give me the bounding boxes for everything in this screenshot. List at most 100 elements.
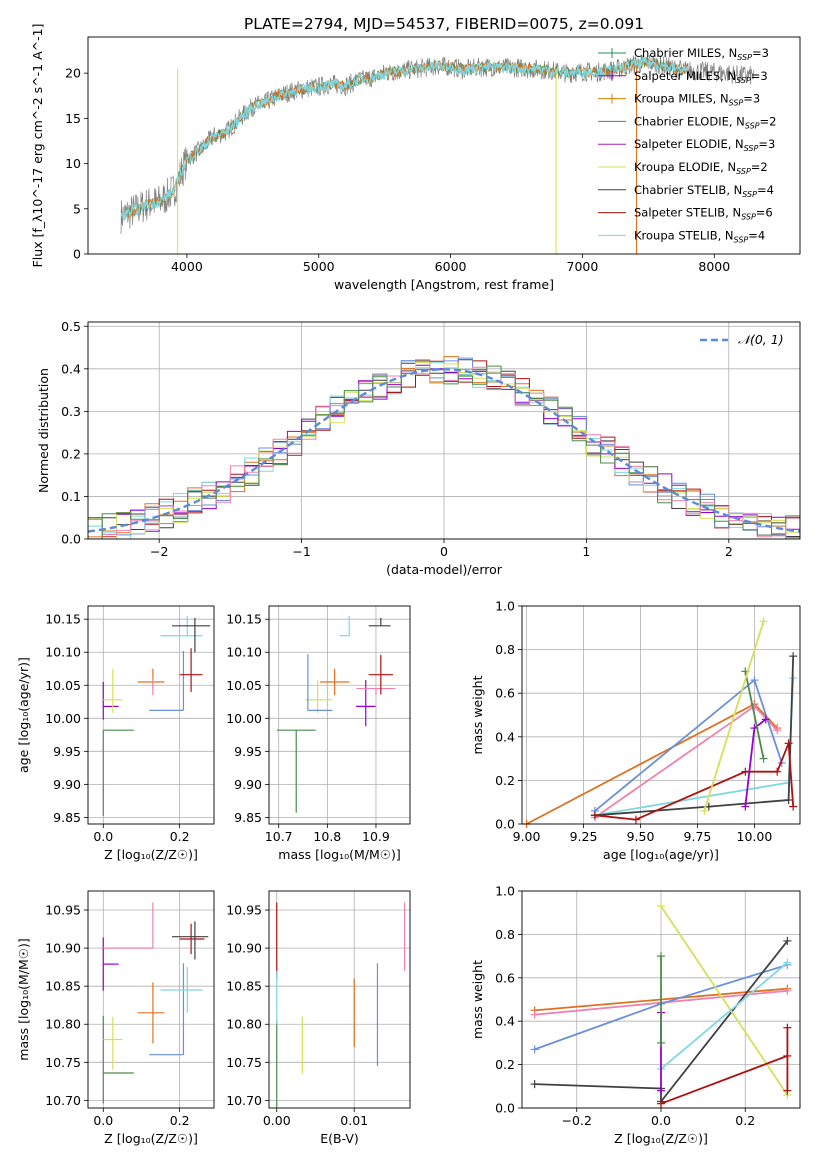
y-tick-label: 10.05	[226, 678, 262, 693]
y-tick-label: 10.15	[226, 612, 262, 627]
legend-label: Chabrier STELIB, NSSP=4	[634, 183, 774, 199]
y-tick-label: 10.70	[45, 1093, 81, 1108]
y-tick-label: 10.70	[226, 1093, 262, 1108]
y-tick-label: 10.85	[45, 979, 81, 994]
x-axis-label: E(B-V)	[320, 1131, 359, 1146]
y-tick-label: 10.75	[226, 1055, 262, 1070]
x-tick-label: 0.2	[170, 829, 190, 844]
y-axis-label: mass weight	[470, 675, 485, 754]
x-tick-label: 0.0	[93, 829, 113, 844]
y-tick-label: 10.90	[45, 941, 81, 956]
legend-label: 𝒩(0, 1)	[738, 332, 784, 347]
y-tick-label: 1.0	[495, 884, 515, 899]
x-tick-label: 10.00	[737, 829, 773, 844]
legend-label: Salpeter ELODIE, NSSP=3	[634, 137, 775, 153]
normal-curve	[88, 368, 800, 533]
legend-label: Kroupa ELODIE, NSSP=2	[634, 160, 768, 176]
residuals-panel: −2 −1 0 1 2 0.0 0.1 0.2 0.3 0.4 0.5 (data-model)/er…	[36, 319, 801, 577]
age_vs_mass-panel: 10.7 10.8 10.9 9.85 9.90 9.95 10.00 10.05 10.10 1…	[226, 605, 411, 862]
y-tick-label: 9.90	[234, 777, 262, 792]
spectrum-model-line	[120, 56, 688, 219]
x-tick-label: 5000	[303, 259, 335, 274]
y-tick-label: 0.4	[495, 1014, 515, 1029]
spectrum-legend: Chabrier MILES, NSSP=3 Salpeter MILES, NS…	[598, 46, 776, 244]
mass_vs_ebv-panel: 0.00 0.01 10.70 10.75 10.80 10.85 10.90 10.95 E(…	[226, 890, 411, 1146]
y-tick-label: 10.75	[45, 1055, 81, 1070]
y-tick-label: 20	[65, 66, 81, 81]
x-axis-label: wavelength [Angstrom, rest frame]	[334, 277, 554, 292]
x-axis-label: mass [log₁₀(M/M☉)]	[278, 847, 400, 862]
spectrum-model-line	[120, 56, 688, 219]
weight_vs_z-lines	[530, 902, 792, 1108]
x-tick-label: 0	[440, 544, 448, 559]
x-tick-label: 0.01	[340, 1113, 368, 1128]
y-tick-label: 9.85	[53, 810, 81, 825]
y-tick-label: 0.4	[495, 729, 515, 744]
weight-series-line	[703, 621, 765, 812]
y-tick-label: 15	[65, 111, 81, 126]
x-tick-label: 9.50	[627, 829, 655, 844]
axes-frame	[268, 890, 411, 1109]
y-tick-label: 1.0	[495, 599, 515, 614]
y-tick-label: 10.05	[45, 678, 81, 693]
y-tick-label: 10.00	[45, 711, 81, 726]
x-tick-label: 0.00	[263, 1113, 291, 1128]
x-axis-label: Z [log₁₀(Z/Z☉)]	[614, 1131, 708, 1146]
x-tick-label: −0.2	[562, 1113, 592, 1128]
x-tick-label: 10.8	[313, 829, 341, 844]
weight-series-line	[534, 940, 789, 1105]
weight-series-line	[744, 718, 767, 807]
axes-frame	[87, 321, 801, 540]
x-tick-label: 9.75	[684, 829, 712, 844]
mass_vs_ebv-points	[276, 902, 406, 1108]
axes-frame	[521, 605, 801, 825]
y-tick-label: 0.0	[495, 1101, 515, 1116]
y-tick-label: 0.4	[61, 361, 81, 376]
x-tick-label: 2	[725, 544, 733, 559]
spectrum-model-line	[120, 57, 688, 220]
age_vs_mass-points	[276, 615, 396, 813]
y-axis-label: age [log₁₀(age/yr)]	[16, 657, 31, 773]
y-tick-label: 0	[73, 247, 81, 262]
y-axis-label: Flux [f_λ10^-17 erg cm^-2 s^-1 A^-1]	[30, 24, 45, 268]
x-axis-label: (data-model)/error	[386, 562, 503, 577]
y-axis-label: mass [log₁₀(M/M☉)]	[16, 938, 31, 1060]
x-axis-label: Z [log₁₀(Z/Z☉)]	[104, 847, 198, 862]
y-tick-label: 10.85	[226, 979, 262, 994]
weight-series-line	[744, 671, 765, 759]
residuals-steps	[88, 356, 800, 539]
y-tick-label: 9.95	[53, 744, 81, 759]
x-axis-label: age [log₁₀(age/yr)]	[603, 847, 719, 862]
x-tick-label: 8000	[698, 259, 730, 274]
x-tick-label: 10.7	[265, 829, 293, 844]
y-tick-label: 0.0	[495, 817, 515, 832]
axes-frame	[521, 890, 801, 1109]
y-tick-label: 10.95	[226, 903, 262, 918]
age_vs_z-panel: 0.0 0.2 9.85 9.90 9.95 10.00 10.05 10.10 10.15 Z …	[16, 605, 215, 862]
x-tick-label: 0.0	[651, 1113, 671, 1128]
x-tick-label: 9.00	[513, 829, 541, 844]
spectrum-panel: 4000 5000 6000 7000 8000 0 5 10 15 20 wavelength […	[30, 24, 801, 292]
y-tick-label: 10.80	[45, 1017, 81, 1032]
mass_vs_z-panel: 0.0 0.2 10.70 10.75 10.80 10.85 10.90 10.95 Z [l…	[16, 890, 215, 1146]
y-tick-label: 10.10	[45, 645, 81, 660]
weight-series-line	[594, 656, 795, 817]
x-tick-label: 0.0	[93, 1113, 113, 1128]
x-tick-label: −2	[150, 544, 168, 559]
y-tick-label: 10	[65, 156, 81, 171]
y-tick-label: 9.90	[53, 777, 81, 792]
y-tick-label: 10.95	[45, 903, 81, 918]
age_vs_z-points	[102, 615, 211, 817]
legend-label: Salpeter MILES, NSSP=3	[634, 69, 768, 85]
y-tick-label: 0.5	[61, 319, 81, 334]
y-tick-label: 10.80	[226, 1017, 262, 1032]
legend-label: Chabrier MILES, NSSP=3	[634, 46, 769, 62]
legend-label: Kroupa MILES, NSSP=3	[634, 92, 760, 108]
y-tick-label: 0.6	[495, 686, 515, 701]
weight-series-line	[660, 961, 788, 1070]
y-tick-label: 5	[73, 201, 81, 216]
y-tick-label: 0.1	[61, 489, 81, 504]
x-tick-label: −1	[292, 544, 310, 559]
